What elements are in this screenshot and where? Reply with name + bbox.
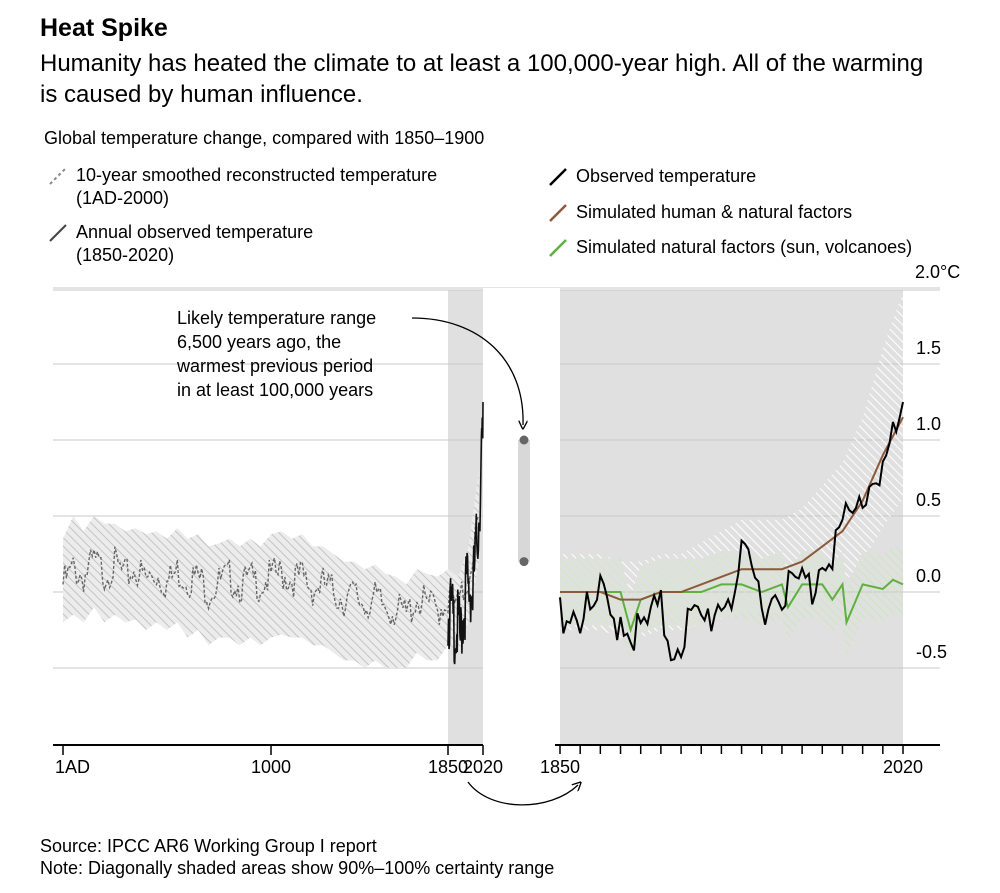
annotation-text: Likely temperature range <box>177 308 376 328</box>
likely-range-bar <box>518 440 530 562</box>
y-tick-label: 0.5 <box>916 490 941 510</box>
annotation-text: warmest previous period <box>176 356 373 376</box>
annotation-arrow <box>411 317 523 425</box>
legend-item-observed: Observed temperature <box>548 165 756 188</box>
x-tick-label: 1000 <box>251 757 291 777</box>
y-tick-label: 1.0 <box>916 414 941 434</box>
series-line-annual-observed <box>447 401 484 665</box>
y-tick-label: 0.0 <box>916 566 941 586</box>
series-line-observed <box>559 401 904 662</box>
legend-label-sub: (1850-2020) <box>76 245 175 265</box>
green-line-swatch-icon <box>549 239 567 257</box>
likely-range-upper-dot <box>519 435 529 445</box>
chart-title: Heat Spike <box>40 14 168 42</box>
legend-item-human: Simulated human & natural factors <box>548 201 852 224</box>
certainty-note: Note: Diagonally shaded areas show 90%–1… <box>40 858 555 878</box>
source-note: Source: IPCC AR6 Working Group I report <box>40 836 377 856</box>
legend-item-natural: Simulated natural factors (sun, volcanoe… <box>548 236 912 259</box>
x-tick-label: 1850 <box>540 757 580 777</box>
axis-caption: Global temperature change, compared with… <box>44 128 485 148</box>
legend-item-annual: Annual observed temperature (1850-2020) <box>48 221 313 267</box>
y-tick-label: 1.5 <box>916 338 941 358</box>
series-line-natural <box>560 578 904 634</box>
legend-label: Simulated human & natural factors <box>576 202 853 222</box>
y-tick-label: 2.0°C <box>915 262 960 282</box>
series-line-human <box>560 416 904 601</box>
legend-label: 10-year smoothed reconstructed temperatu… <box>76 165 438 185</box>
annotation-text: in at least 100,000 years <box>177 380 373 400</box>
legend-label-sub: (1AD-2000) <box>76 188 170 208</box>
x-tick-label: 2020 <box>883 757 923 777</box>
zoom-connector-arrow <box>467 782 578 806</box>
legend-label: Simulated natural factors (sun, volcanoe… <box>576 237 913 257</box>
legend-label: Annual observed temperature <box>76 222 314 242</box>
likely-range-lower-dot <box>519 557 529 567</box>
annotation-text: 6,500 years ago, the <box>177 332 341 352</box>
legend-item-reconstructed: 10-year smoothed reconstructed temperatu… <box>48 164 437 210</box>
dashed-line-swatch-icon <box>49 167 67 185</box>
x-tick-label: 2020 <box>463 757 503 777</box>
brown-line-swatch-icon <box>549 204 567 222</box>
solid-line-swatch-icon <box>49 224 67 242</box>
legend-label: Observed temperature <box>576 166 757 186</box>
x-tick-label: 1850 <box>428 757 468 777</box>
chart-subtitle: Humanity has heated the climate to at le… <box>40 50 924 108</box>
x-tick-label: 1AD <box>55 757 90 777</box>
y-tick-label: -0.5 <box>916 642 947 662</box>
black-line-swatch-icon <box>549 168 567 186</box>
